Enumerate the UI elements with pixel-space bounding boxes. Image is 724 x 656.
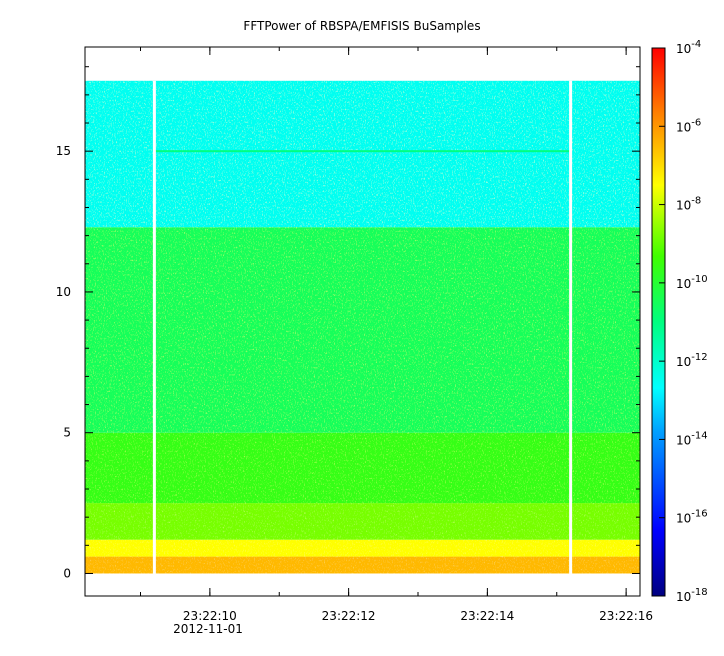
y-tick-label: 15 — [56, 144, 71, 158]
colorbar-tick-label: 10-12 — [676, 352, 708, 369]
x-tick-label: 23:22:12 — [322, 609, 376, 623]
chart-title: FFTPower of RBSPA/EMFISIS BuSamples — [243, 19, 480, 33]
y-tick-label: 10 — [56, 285, 71, 299]
colorbar-tick-label: 10-4 — [676, 39, 701, 56]
colorbar — [651, 47, 666, 597]
data-gap — [152, 80, 156, 574]
colorbar-tick-label: 10-6 — [676, 117, 701, 134]
line-feature — [154, 150, 571, 153]
spectrogram-band — [85, 556, 640, 574]
colorbar-tick-label: 10-10 — [676, 274, 708, 291]
data-gap — [569, 80, 573, 574]
y-tick-label: 5 — [63, 426, 71, 440]
spectrogram-band — [85, 432, 640, 504]
spectrogram-band — [85, 80, 640, 228]
y-tick-label: 0 — [63, 566, 71, 580]
x-tick-label: 23:22:14 — [460, 609, 514, 623]
colorbar-tick-label: 10-8 — [676, 196, 701, 213]
colorbar-tick-label: 10-18 — [676, 587, 708, 604]
x-tick-label: 23:22:10 — [183, 609, 237, 623]
colorbar-tick-label: 10-14 — [676, 430, 708, 447]
spectrogram-band — [85, 503, 640, 540]
x-axis: 23:22:10 23:22:12 23:22:14 23:22:16 — [140, 47, 653, 623]
spectrogram-band — [85, 539, 640, 557]
spectrogram-bands — [85, 80, 640, 574]
plot-frame — [84, 46, 641, 597]
colorbar-tick-label: 10-16 — [676, 509, 708, 526]
y-axis: 0 5 10 15 — [56, 66, 640, 580]
x-tick-label: 23:22:16 — [599, 609, 653, 623]
spectrogram-band — [85, 227, 640, 433]
colorbar-axis: 10-4 10-6 10-8 10-10 10-12 10-14 10-16 10-18 — [659, 39, 708, 604]
spectrogram-image — [85, 80, 640, 574]
x-date-label: 2012-11-01 — [173, 622, 243, 636]
